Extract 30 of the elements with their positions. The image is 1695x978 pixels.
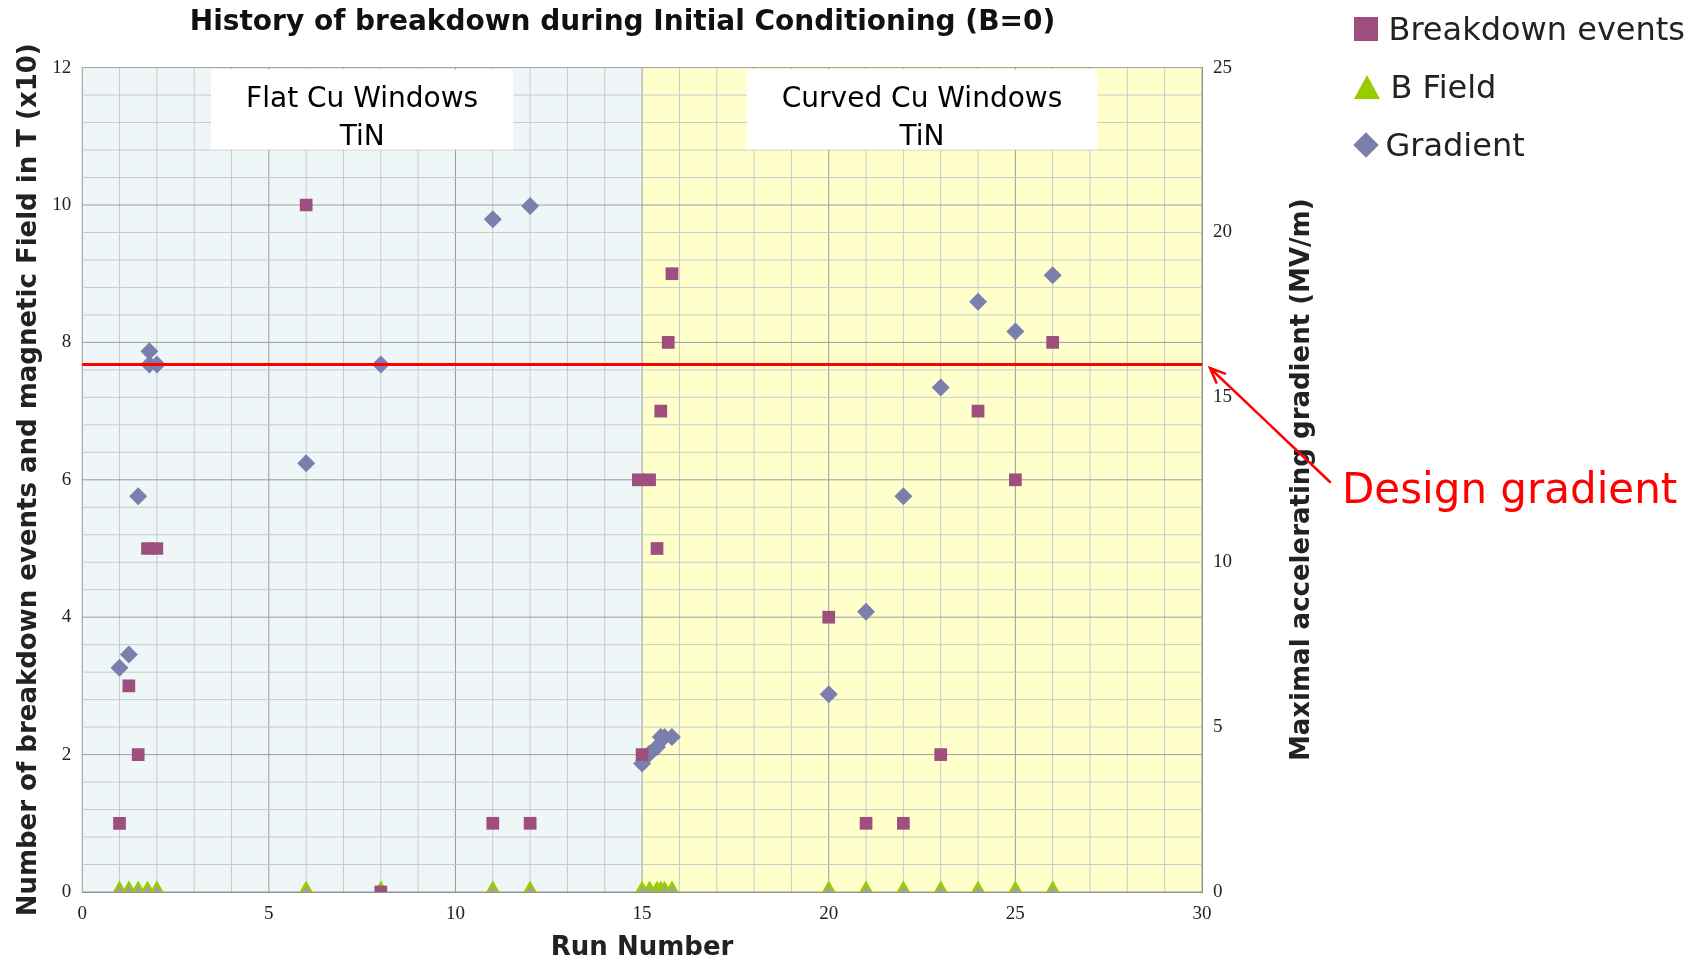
legend-label: Breakdown events <box>1388 10 1685 48</box>
x-tick-label: 0 <box>77 902 87 924</box>
x-tick-label: 5 <box>264 902 274 924</box>
y2-axis-title: Maximal accelerating gradient (MV/m) <box>1284 198 1315 762</box>
y-tick-label: 12 <box>52 55 72 77</box>
x-tick-label: 15 <box>632 902 652 924</box>
x-tick-label: 20 <box>819 902 839 924</box>
y2-tick-label: 20 <box>1213 220 1232 242</box>
x-axis-title: Run Number <box>550 931 734 962</box>
y2-tick-label: 10 <box>1213 550 1232 572</box>
x-tick-label: 10 <box>445 902 465 924</box>
y2-tick-label: 15 <box>1213 385 1232 407</box>
y-tick-label: 4 <box>61 605 72 627</box>
legend-label: Gradient <box>1385 126 1525 164</box>
x-tick-label: 30 <box>1192 902 1212 924</box>
chart-title: History of breakdown during Initial Conditioning (B=0) <box>189 4 1056 38</box>
y-tick-label: 6 <box>61 467 72 489</box>
band-label: Curved Cu Windows TiN <box>781 80 1063 152</box>
y2-tick-label: 0 <box>1213 879 1223 901</box>
y-tick-label: 2 <box>61 742 72 764</box>
y-axis-title: Number of breakdown events and magnetic Field in T (x10) <box>12 43 43 917</box>
y-tick-label: 0 <box>61 879 72 901</box>
legend-label: B Field <box>1390 68 1497 106</box>
band-label: Flat Cu Windows TiN <box>246 80 479 152</box>
y2-tick-label: 5 <box>1213 715 1223 737</box>
y-tick-label: 8 <box>61 330 72 352</box>
y-tick-label: 10 <box>52 192 72 214</box>
y2-tick-label: 25 <box>1213 55 1232 77</box>
ref-line-label: Design gradient <box>1342 464 1678 514</box>
x-tick-label: 25 <box>1005 902 1025 924</box>
